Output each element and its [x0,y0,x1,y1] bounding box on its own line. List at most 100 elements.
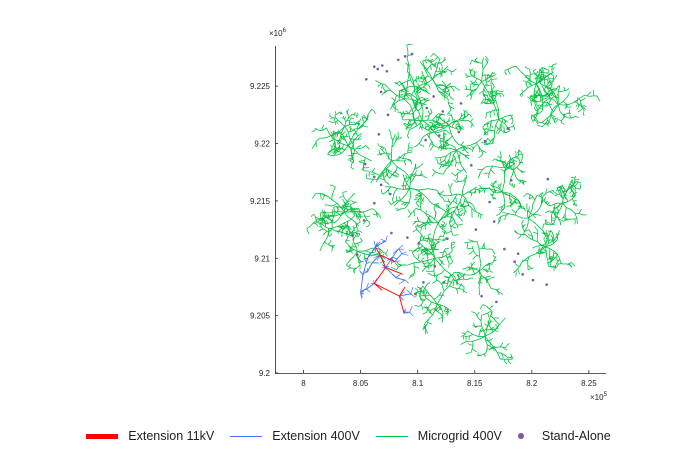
microgrid-line-segment [573,188,575,190]
microgrid-line-segment [395,264,398,266]
microgrid-line-segment [504,121,507,123]
microgrid-line-segment [554,255,557,259]
microgrid-line-segment [448,144,453,146]
microgrid-line-segment [444,230,448,234]
microgrid-line-segment [480,149,484,155]
microgrid-line-segment [351,248,355,251]
microgrid-line-segment [335,117,339,121]
microgrid-line-segment [451,262,453,264]
microgrid-line-segment [527,233,530,236]
microgrid-line-segment [418,226,420,228]
microgrid-line-segment [422,326,425,328]
microgrid-line-segment [469,252,472,254]
microgrid-line-segment [484,355,487,357]
microgrid-line-segment [473,268,476,271]
microgrid-line-segment [460,210,462,212]
microgrid-line-segment [367,224,370,227]
microgrid-line-segment [483,328,487,332]
microgrid-line-segment [410,79,415,87]
microgrid-line-segment [349,127,351,129]
microgrid-line-segment [571,195,576,200]
microgrid-line-segment [446,122,449,124]
microgrid-line-segment [396,137,399,140]
microgrid-line-segment [530,232,533,237]
microgrid-line-segment [460,335,464,337]
microgrid-line-segment [478,270,483,276]
microgrid-line-segment [334,230,339,233]
microgrid-line-segment [354,227,356,229]
microgrid-line-segment [448,137,451,140]
microgrid-line-segment [421,259,424,263]
microgrid-line-segment [352,229,355,232]
microgrid-line-segment [364,247,373,252]
microgrid-line-segment [416,142,420,146]
microgrid-line-segment [487,130,491,132]
microgrid-line-segment [473,146,476,149]
microgrid-line-segment [511,122,513,124]
microgrid-line-segment [452,159,455,162]
microgrid-line-segment [331,193,334,197]
microgrid-line-segment [405,93,407,96]
microgrid-line-segment [443,285,450,292]
microgrid-line-segment [346,250,348,252]
microgrid-line-segment [558,191,560,195]
microgrid-line-segment [408,121,410,124]
microgrid-line-segment [570,209,576,214]
microgrid-line-segment [402,174,406,180]
microgrid-line-segment [460,274,462,276]
microgrid-line-segment [396,209,400,211]
microgrid-line-segment [581,208,583,211]
microgrid-line-segment [507,360,510,363]
microgrid-line-segment [436,279,441,283]
microgrid-line-segment [448,280,451,283]
microgrid-line-segment [350,203,352,205]
microgrid-line-segment [481,154,483,156]
microgrid-line-segment [480,281,482,284]
microgrid-line-segment [565,197,568,200]
microgrid-line-segment [461,283,463,285]
microgrid-line-segment [353,202,355,204]
microgrid-line-segment [551,259,554,262]
microgrid-line-segment [467,278,470,280]
microgrid-line-segment [553,250,558,255]
microgrid-line-segment [383,90,386,94]
microgrid-line-segment [468,343,471,346]
microgrid-line-segment [409,188,412,196]
microgrid-line-segment [543,199,546,201]
microgrid-line-segment [399,208,403,211]
microgrid-line-segment [415,189,422,194]
microgrid-line-segment [311,214,314,216]
microgrid-line-segment [439,225,443,230]
microgrid-line-segment [463,149,465,151]
microgrid-line-segment [390,266,393,269]
microgrid-line-segment [442,224,445,227]
microgrid-line-segment [462,141,465,144]
microgrid-line-segment [514,231,518,234]
microgrid-line-segment [376,211,379,215]
microgrid-line-segment [528,229,532,233]
microgrid-line-segment [528,234,531,236]
microgrid-line-segment [380,87,383,89]
microgrid-line-segment [467,248,469,250]
microgrid-line-segment [340,212,345,216]
microgrid-line-segment [509,183,512,186]
microgrid-line-segment [428,264,431,267]
microgrid-line-segment [429,149,432,151]
microgrid-line-segment [484,331,494,337]
microgrid-line-segment [343,222,348,227]
microgrid-line-segment [418,188,429,191]
microgrid-line-segment [480,354,482,356]
microgrid-line-segment [421,192,427,198]
microgrid-line-segment [473,349,476,352]
microgrid-line-segment [519,170,523,173]
microgrid-line-segment [420,125,422,129]
microgrid-line-segment [417,205,419,207]
microgrid-line-segment [451,160,454,163]
microgrid-line-segment [409,85,415,88]
microgrid-line-segment [432,282,434,284]
microgrid-line-segment [396,264,399,267]
axes-background [275,46,606,373]
microgrid-line-segment [358,213,360,216]
microgrid-line-segment [532,246,536,249]
microgrid-line-segment [481,313,485,316]
